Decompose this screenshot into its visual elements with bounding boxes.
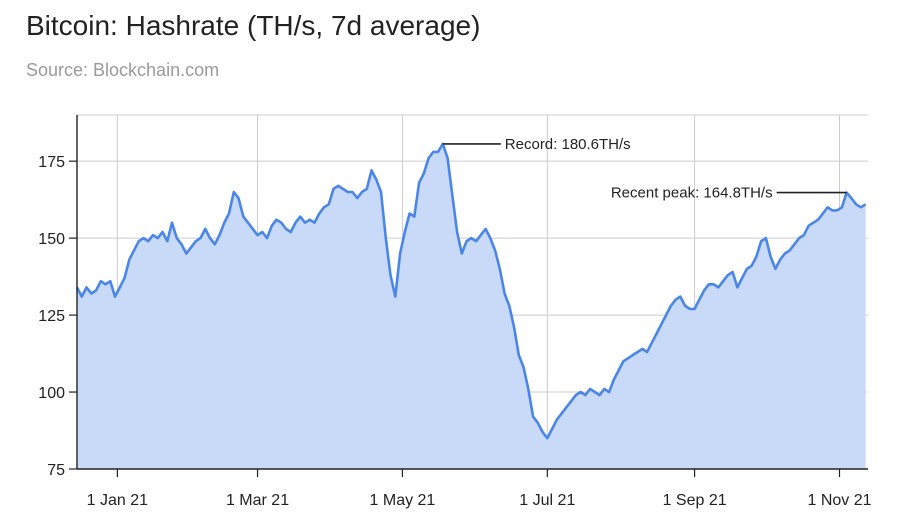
x-tick-label: 1 May 21 (370, 492, 436, 509)
annotation-recent-peak: Recent peak: 164.8TH/s (611, 185, 773, 202)
x-tick-label: 1 Sep 21 (663, 492, 727, 509)
hashrate-line (75, 142, 867, 440)
x-tick-label: 1 Nov 21 (807, 492, 871, 509)
plot-area (75, 142, 867, 469)
annotation-record: Record: 180.6TH/s (505, 136, 631, 153)
y-tick-label: 100 (38, 385, 65, 402)
y-tick-label: 75 (47, 462, 65, 479)
y-tick-label: 150 (38, 231, 65, 248)
chart-subtitle: Source: Blockchain.com (26, 60, 220, 80)
x-tick-label: 1 Jul 21 (519, 492, 575, 509)
axes: 75 100 125 150 175 1 Jan 21 1 Mar 21 1 May 21 1 … (38, 115, 872, 509)
hashrate-area (77, 143, 866, 469)
chart-title: Bitcoin: Hashrate (TH/s, 7d average) (26, 10, 481, 41)
y-tick-label: 125 (38, 308, 65, 325)
x-tick-label: 1 Mar 21 (226, 492, 289, 509)
annotations: Record: 180.6TH/s Recent peak: 164.8TH/s (442, 136, 847, 202)
y-tick-label: 175 (38, 154, 65, 171)
x-tick-label: 1 Jan 21 (87, 492, 148, 509)
